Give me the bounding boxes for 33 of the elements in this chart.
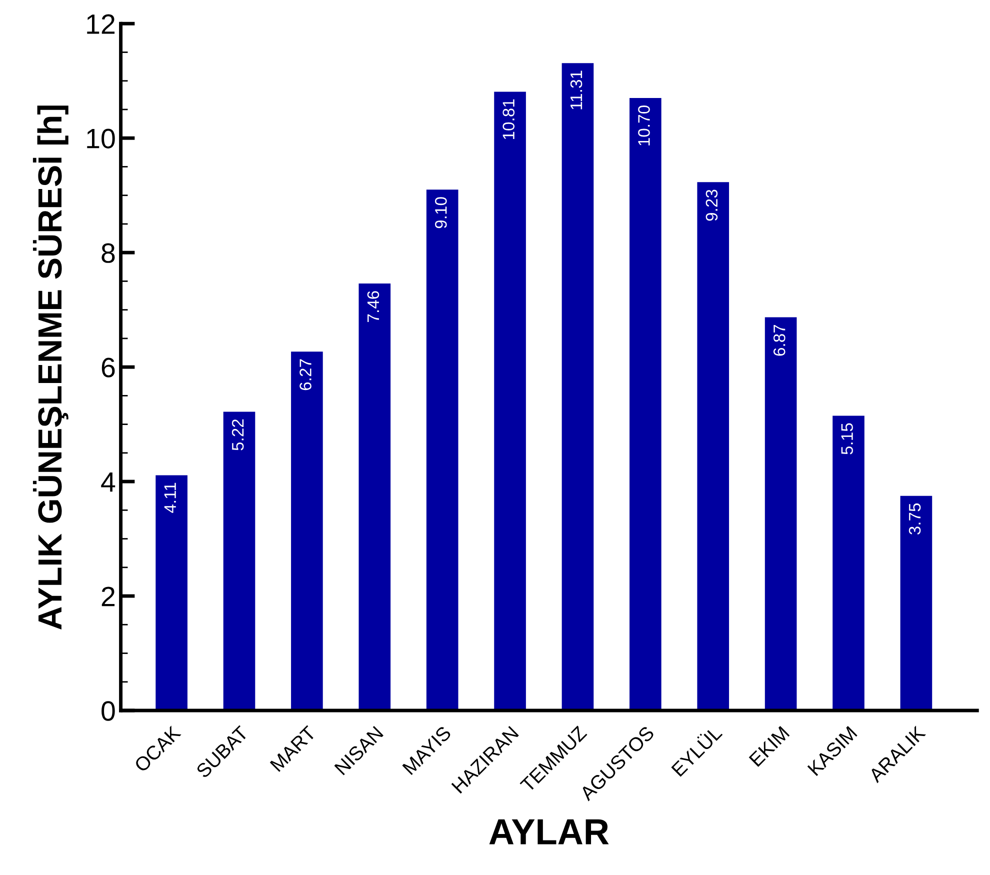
data-label: 7.46 bbox=[367, 291, 380, 322]
bar bbox=[156, 475, 188, 710]
x-axis-title: AYLAR bbox=[489, 819, 609, 844]
data-label: 6.87 bbox=[773, 324, 786, 356]
y-tick-label: 2 bbox=[102, 586, 115, 606]
y-tick-label: 4 bbox=[101, 472, 116, 492]
data-label: 4.11 bbox=[164, 482, 176, 513]
bar bbox=[426, 190, 458, 710]
data-label: 10.70 bbox=[638, 106, 650, 146]
bar bbox=[291, 352, 323, 710]
bar bbox=[630, 98, 662, 710]
data-label: 9.23 bbox=[706, 190, 718, 221]
y-axis-title: AYLIK GÜNEŞLENME SÜRESİ [h] bbox=[32, 106, 68, 630]
data-label: 9.10 bbox=[435, 197, 447, 228]
y-tick-label: 10 bbox=[87, 128, 115, 148]
data-label: 5.15 bbox=[841, 423, 853, 454]
data-label: 5.22 bbox=[232, 419, 244, 450]
bar bbox=[494, 92, 526, 710]
bar bbox=[764, 317, 797, 710]
y-tick-label: 0 bbox=[102, 701, 115, 721]
data-label: 6.27 bbox=[300, 359, 312, 390]
data-label: 3.75 bbox=[908, 503, 921, 535]
bar bbox=[562, 63, 594, 710]
bar bbox=[832, 416, 864, 710]
y-tick-label: 8 bbox=[102, 243, 115, 263]
data-label: 10.81 bbox=[502, 99, 515, 140]
data-label: 11.31 bbox=[570, 70, 582, 110]
bar bbox=[900, 496, 932, 710]
bar bbox=[697, 182, 730, 710]
bar bbox=[223, 412, 256, 710]
y-tick-label: 12 bbox=[87, 14, 115, 34]
bar bbox=[358, 283, 391, 710]
y-tick-label: 6 bbox=[102, 358, 115, 378]
